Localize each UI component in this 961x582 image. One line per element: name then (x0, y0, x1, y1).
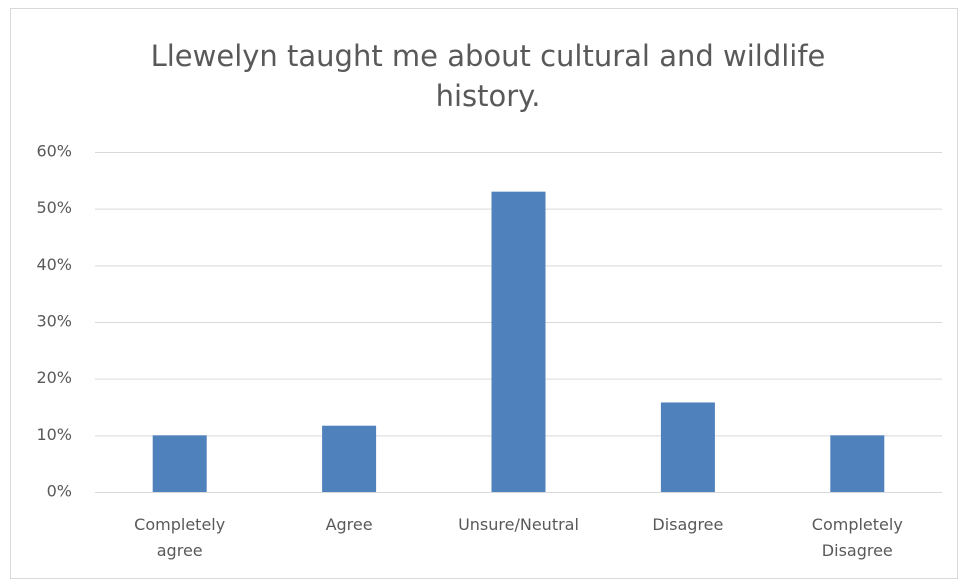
y-tick-label: 60% (36, 142, 72, 161)
y-tick-label: 30% (36, 312, 72, 331)
x-tick-label: Disagree (652, 515, 724, 534)
y-tick-label: 50% (36, 198, 72, 217)
bar (660, 402, 715, 492)
bar (491, 191, 546, 492)
y-tick-label: 20% (36, 368, 72, 387)
y-tick-label: 10% (36, 425, 72, 444)
x-tick-label: Completely agree (134, 515, 226, 560)
chart-title: Llewelyn taught me about cultural and wi… (150, 39, 826, 113)
x-tick-label: Agree (325, 515, 373, 534)
y-tick-label: 40% (36, 255, 72, 274)
x-tick-label: Unsure/Neutral (458, 515, 579, 534)
bar (322, 425, 377, 492)
x-tick-label: Completely Disagree (811, 515, 903, 560)
bar (152, 435, 207, 492)
y-tick-label: 0% (47, 482, 72, 501)
bar (830, 435, 885, 492)
